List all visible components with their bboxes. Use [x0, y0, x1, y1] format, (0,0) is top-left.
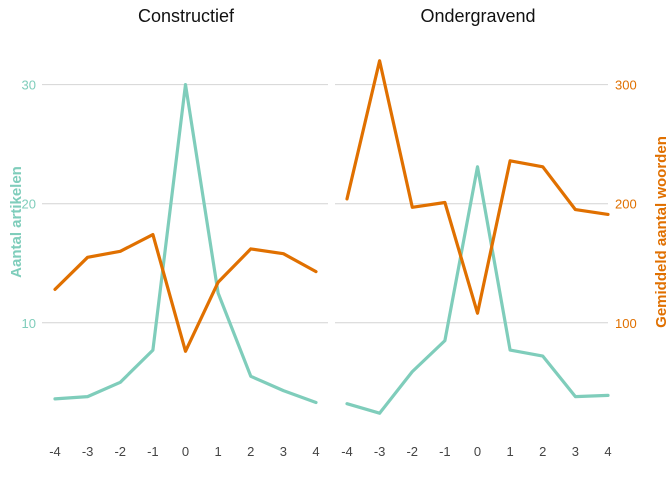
- x-axis-tick-label: -4: [341, 444, 353, 459]
- x-axis-tick-label: -2: [406, 444, 418, 459]
- series-line-gemiddeld-aantal-woorden: [345, 59, 610, 315]
- left-axis-label: Aantal artikelen: [8, 166, 25, 278]
- x-axis-tick-label: 3: [572, 444, 579, 459]
- panel-title-ondergravend: Ondergravend: [420, 6, 535, 26]
- series-layer: [53, 59, 610, 415]
- text-layer: Constructief Ondergravend Aantal artikel…: [8, 6, 670, 459]
- panel-title-constructief: Constructief: [138, 6, 235, 26]
- left-axis-tick-label: 10: [22, 316, 36, 331]
- x-axis-tick-label: 3: [280, 444, 287, 459]
- series-line-aantal-artikelen: [345, 165, 610, 415]
- series-line-gemiddeld-aantal-woorden: [53, 233, 318, 353]
- right-axis-tick-label: 200: [615, 197, 637, 212]
- left-axis-tick-label: 20: [22, 197, 36, 212]
- left-axis-tick-label: 30: [22, 78, 36, 93]
- right-axis-tick-label: 300: [615, 78, 637, 93]
- x-axis-tick-label: 2: [539, 444, 546, 459]
- x-axis-tick-label: 4: [604, 444, 611, 459]
- grid-layer: [42, 84, 608, 324]
- right-axis-tick-label: 100: [615, 316, 637, 331]
- x-axis-tick-label: 1: [507, 444, 514, 459]
- x-axis-tick-label: -2: [114, 444, 126, 459]
- x-axis-tick-label: -4: [49, 444, 61, 459]
- x-axis-tick-label: -3: [374, 444, 386, 459]
- x-axis-tick-label: 0: [474, 444, 481, 459]
- x-axis-tick-label: -1: [439, 444, 451, 459]
- x-axis-tick-label: 1: [215, 444, 222, 459]
- right-axis-label: Gemiddeld aantal woorden: [653, 136, 670, 328]
- x-axis-tick-label: 4: [312, 444, 319, 459]
- x-axis-tick-label: 2: [247, 444, 254, 459]
- series-line-aantal-artikelen: [53, 82, 318, 405]
- x-axis-tick-label: 0: [182, 444, 189, 459]
- x-axis-tick-label: -1: [147, 444, 159, 459]
- x-axis-tick-label: -3: [82, 444, 94, 459]
